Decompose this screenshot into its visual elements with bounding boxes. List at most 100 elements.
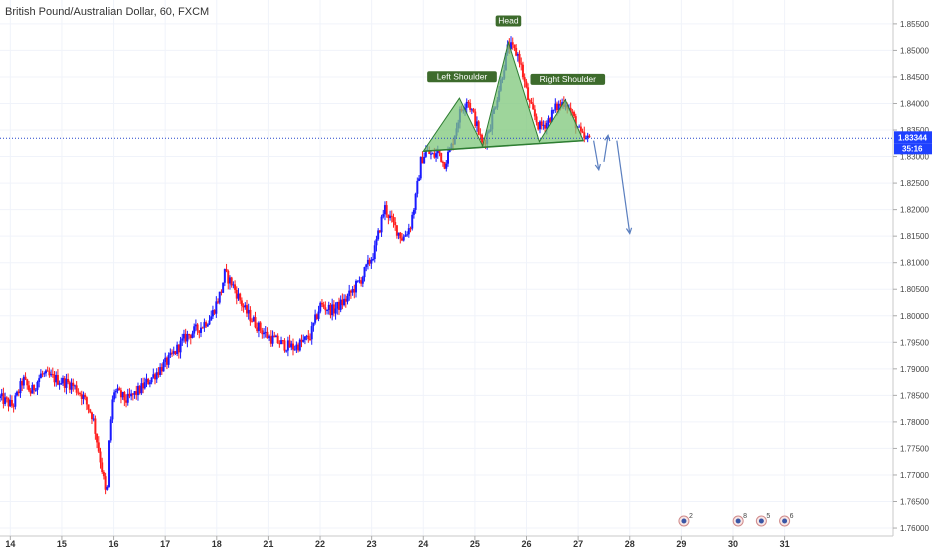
candle-body [206, 324, 209, 327]
candle-body [268, 336, 271, 339]
candle [470, 108, 473, 115]
candle-body [228, 277, 231, 284]
candle-body [431, 153, 434, 155]
candle-body [235, 289, 238, 299]
candle [34, 388, 37, 392]
candle-body [225, 269, 228, 271]
candle [554, 98, 557, 113]
candle [266, 327, 269, 339]
event-count: 2 [689, 513, 693, 520]
candle-body [118, 388, 121, 391]
candle [125, 394, 128, 408]
candle-body [283, 340, 286, 351]
last-price-label: 1.83344 [898, 133, 927, 142]
candle-body [520, 63, 523, 65]
candle-body [314, 314, 317, 323]
candle-body [211, 310, 214, 317]
candle-body [46, 370, 49, 372]
candle-body [217, 301, 220, 303]
candle-body [22, 376, 25, 386]
candle-body [516, 53, 519, 56]
x-tick-label: 22 [315, 539, 325, 549]
candle [528, 98, 531, 109]
candle-body [281, 340, 284, 342]
y-tick-label: 1.84500 [900, 73, 929, 82]
candle [581, 128, 584, 134]
candle [16, 390, 19, 397]
candle-body [375, 239, 378, 246]
candle [469, 99, 472, 113]
candle [118, 386, 121, 391]
candle-body [184, 333, 187, 342]
candle-body [274, 335, 277, 338]
candle [77, 388, 80, 396]
candle-body [513, 44, 516, 48]
candle [101, 457, 104, 474]
candle-body [84, 394, 87, 398]
candle [360, 276, 363, 287]
candle [208, 315, 211, 326]
candle [540, 117, 543, 130]
x-tick-label: 31 [780, 539, 790, 549]
candle [387, 214, 390, 225]
candle [38, 374, 41, 388]
candle-body [309, 338, 312, 340]
candle-body [385, 205, 388, 215]
candle [84, 392, 87, 401]
candle-body [339, 299, 342, 310]
candle [474, 108, 477, 128]
candle [389, 210, 392, 221]
candle-body [136, 385, 139, 396]
candle [72, 378, 75, 392]
candle [188, 333, 191, 340]
candle [259, 321, 262, 334]
candle [138, 385, 141, 395]
candle [171, 349, 174, 357]
candle-body [263, 332, 266, 335]
candle-body [540, 121, 543, 126]
candle [176, 341, 179, 357]
y-tick-label: 1.78500 [900, 391, 929, 400]
candle [31, 382, 34, 394]
candle-body [150, 377, 153, 383]
candle-body [433, 153, 436, 158]
candle-body [266, 331, 269, 339]
candle-body [445, 163, 448, 169]
candle [401, 233, 404, 242]
candle [312, 322, 315, 332]
candle [416, 177, 419, 198]
candle-body [63, 378, 66, 388]
candle [10, 395, 13, 409]
candle-body [348, 290, 351, 297]
candle-body [343, 298, 346, 306]
candle-body [254, 317, 257, 328]
candle [281, 339, 284, 345]
candle-body [154, 374, 157, 380]
candle-body [579, 126, 582, 132]
candle [247, 303, 250, 320]
candle-body [196, 324, 199, 331]
candle-body [208, 320, 211, 325]
candle-body [0, 396, 1, 399]
x-tick-label: 21 [263, 539, 273, 549]
candle-body [467, 101, 470, 103]
candle-body [341, 299, 344, 306]
candle [375, 235, 378, 252]
candle [19, 378, 22, 398]
candle [515, 44, 518, 57]
candle [55, 371, 58, 387]
candle-body [549, 118, 552, 123]
candle [184, 328, 187, 344]
x-axis[interactable]: 14 15 16 17 18 21 22 23 24 25 26 27 28 29 30 31 [5, 536, 790, 549]
candle [438, 150, 441, 157]
candle [41, 370, 44, 378]
candle-body [538, 121, 541, 130]
candle [372, 253, 375, 262]
candle-body [528, 99, 531, 102]
candle [169, 348, 172, 358]
candle-body [223, 269, 226, 283]
candle-body [412, 209, 415, 215]
candle [411, 211, 414, 231]
candle-body [252, 317, 255, 322]
y-axis[interactable]: 1.76000 1.76500 1.77000 1.77500 1.78000 1.785… [893, 20, 929, 533]
